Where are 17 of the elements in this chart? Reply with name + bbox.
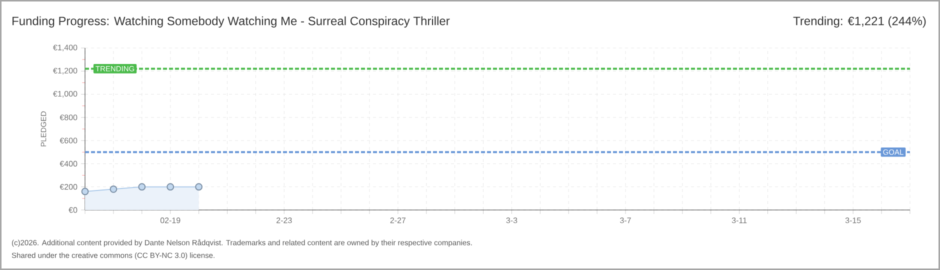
chart-title: Funding Progress: Watching Somebody Watching Me - Surreal Conspiracy Thriller (12, 16, 450, 28)
y-tick-label: €400 (60, 160, 78, 167)
y-tick-label: €0 (68, 207, 78, 213)
x-tick-label: 3-15 (845, 218, 861, 224)
x-tick-label: 2-27 (390, 218, 406, 224)
x-tick-label: 2-23 (276, 218, 292, 224)
y-tick-label: €1,400 (53, 44, 78, 52)
x-tick-label: 3-7 (620, 218, 631, 224)
y-tick-label: €200 (60, 184, 78, 190)
y-tick-label: €600 (60, 138, 78, 144)
x-tick-label: 3-11 (732, 218, 747, 224)
chart-subtitle: Trending: €1,221 (244%) (793, 16, 926, 28)
y-tick-label: €800 (60, 114, 78, 120)
x-tick-label: 3-3 (506, 218, 518, 224)
y-tick-label: €1,000 (53, 90, 78, 98)
y-tick-label: €1,200 (53, 68, 78, 74)
x-tick-label: 02-19 (160, 218, 180, 224)
